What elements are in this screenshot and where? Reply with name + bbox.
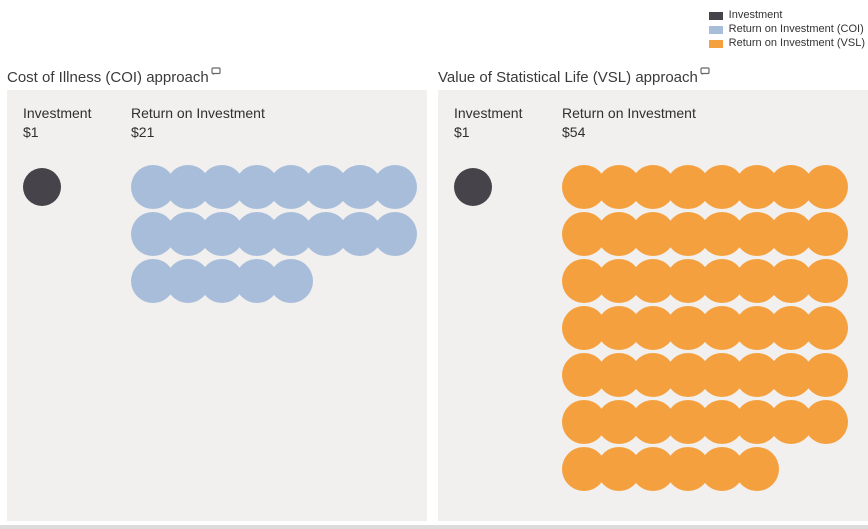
return-dot-row — [562, 400, 848, 444]
coi-panel: Investment $1 Return on Investment $21 — [7, 90, 427, 521]
legend-label: Return on Investment (COI) — [728, 23, 864, 35]
section-title-text: Value of Statistical Life (VSL) approach — [438, 69, 698, 86]
legend-swatch-roi-coi — [708, 25, 723, 34]
details-popup-icon[interactable] — [211, 62, 221, 81]
investment-circle — [454, 168, 492, 206]
legend-item-roi-coi: Return on Investment (COI) — [708, 23, 865, 35]
return-unit-circle — [269, 259, 313, 303]
legend-item-roi-vsl: Return on Investment (VSL) — [708, 37, 865, 49]
legend-swatch-roi-vsl — [708, 39, 723, 48]
return-dot-row — [562, 212, 848, 256]
legend-item-investment: Investment — [708, 9, 865, 21]
return-dots — [131, 165, 417, 306]
return-value: $21 — [131, 124, 155, 140]
return-column-header: Return on Investment $21 — [131, 104, 265, 142]
return-unit-circle — [803, 259, 848, 303]
investment-column-header: Investment $1 — [23, 104, 91, 142]
investment-label: Investment — [23, 105, 92, 121]
legend-swatch-investment — [708, 11, 723, 20]
return-column-header: Return on Investment $54 — [562, 104, 696, 142]
return-dot-row — [562, 306, 848, 350]
section-title-text: Cost of Illness (COI) approach — [7, 69, 209, 86]
return-unit-circle — [803, 353, 848, 397]
return-dot-row — [562, 447, 838, 491]
return-dot-row — [131, 212, 417, 256]
coi-section-title: Cost of Illness (COI) approach — [7, 62, 221, 87]
investment-column-header: Investment $1 — [454, 104, 522, 142]
vsl-section-title: Value of Statistical Life (VSL) approach — [438, 62, 710, 87]
return-label: Return on Investment — [131, 105, 265, 121]
return-dot-row — [562, 259, 848, 303]
return-dot-row — [131, 165, 417, 209]
legend-label: Investment — [728, 9, 783, 21]
return-unit-circle — [803, 306, 848, 350]
return-unit-circle — [372, 165, 417, 209]
return-unit-circle — [803, 212, 848, 256]
return-dot-row — [131, 259, 407, 303]
investment-value: $1 — [454, 124, 470, 140]
return-unit-circle — [734, 447, 779, 491]
return-unit-circle — [803, 165, 848, 209]
legend: Investment Return on Investment (COI) Re… — [708, 9, 865, 49]
return-unit-circle — [372, 212, 417, 256]
details-popup-icon[interactable] — [700, 62, 710, 81]
legend-label: Return on Investment (VSL) — [728, 37, 865, 49]
return-dot-row — [562, 165, 848, 209]
investment-circle — [23, 168, 61, 206]
return-label: Return on Investment — [562, 105, 696, 121]
return-dot-row — [562, 353, 848, 397]
bottom-divider — [0, 525, 868, 529]
vsl-panel: Investment $1 Return on Investment $54 — [438, 90, 868, 521]
return-value: $54 — [562, 124, 586, 140]
investment-label: Investment — [454, 105, 523, 121]
return-unit-circle — [803, 400, 848, 444]
return-dots — [562, 165, 848, 494]
investment-value: $1 — [23, 124, 39, 140]
